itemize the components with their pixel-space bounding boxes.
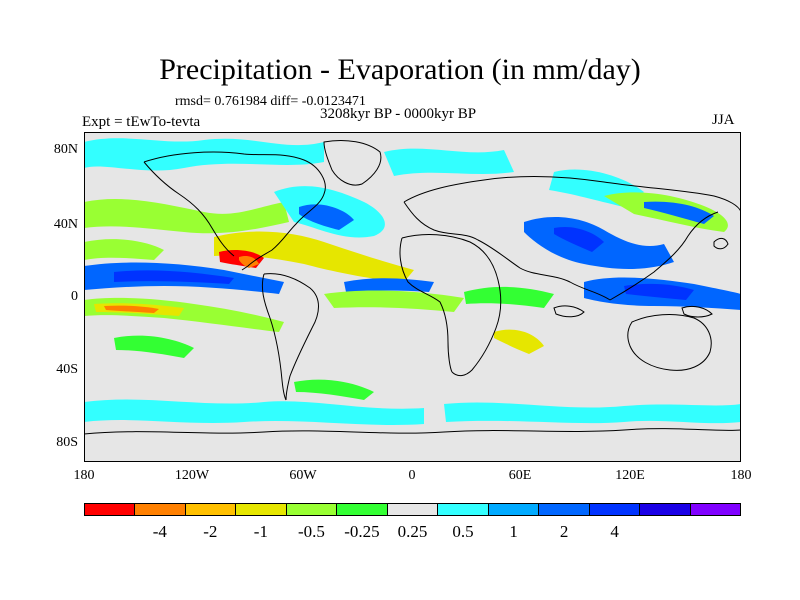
colorbar-cell [236, 504, 287, 515]
coastlines [84, 139, 741, 435]
colorbar-cell [640, 504, 691, 515]
colorbar-cell [539, 504, 590, 515]
colorbar-cell [589, 504, 641, 515]
x-label-180e: 180 [730, 468, 752, 483]
colorbar-cell [438, 504, 489, 515]
x-label-120e: 120E [615, 468, 645, 483]
field-layer [84, 138, 741, 425]
y-label-40s: 40S [56, 362, 78, 377]
y-label-80n: 80N [53, 142, 78, 157]
colorbar-cell [85, 504, 136, 515]
y-label-40n: 40N [53, 217, 78, 232]
colorbar [84, 503, 741, 516]
x-label-120w: 120W [174, 468, 210, 483]
colorbar-label: -1 [253, 522, 268, 541]
y-label-80s: 80S [56, 435, 78, 450]
colorbar-cell [286, 504, 338, 515]
y-label-0: 0 [71, 289, 78, 304]
figure-title: Precipitation - Evaporation (in mm/day) [159, 53, 641, 86]
stats-text: rmsd= 0.761984 diff= -0.0123471 [175, 94, 366, 109]
colorbar-cell [337, 504, 388, 515]
period-text: 3208kyr BP - 0000kyr BP [320, 106, 477, 122]
colorbar-label: 2 [559, 522, 569, 541]
colorbar-cell [387, 504, 439, 515]
colorbar-label: -0.25 [344, 522, 380, 541]
x-label-180w: 180 [73, 468, 95, 483]
colorbar-label: -2 [203, 522, 218, 541]
colorbar-label: 1 [509, 522, 518, 541]
pe-map [84, 132, 741, 462]
x-label-0: 0 [408, 468, 416, 483]
colorbar-label: 0.25 [397, 522, 428, 541]
colorbar-label: -0.5 [297, 522, 325, 541]
colorbar-cell [690, 504, 741, 515]
colorbar-cell [488, 504, 540, 515]
colorbar-label: -4 [152, 522, 167, 541]
map-frame [84, 132, 741, 462]
colorbar-label: 4 [610, 522, 619, 541]
season-label: JJA [712, 112, 735, 128]
colorbar-cell [135, 504, 186, 515]
x-label-60w: 60W [289, 468, 317, 483]
colorbar-cell [185, 504, 237, 515]
x-label-60e: 60E [508, 468, 532, 483]
colorbar-label: 0.5 [452, 522, 474, 541]
experiment-label: Expt = tEwTo-tevta [82, 114, 201, 130]
